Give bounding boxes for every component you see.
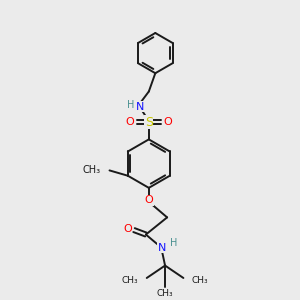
Text: O: O xyxy=(144,195,153,205)
Text: O: O xyxy=(164,117,172,127)
Text: CH₃: CH₃ xyxy=(192,275,208,284)
Text: O: O xyxy=(125,117,134,127)
Text: N: N xyxy=(136,102,145,112)
Text: H: H xyxy=(170,238,177,248)
Text: CH₃: CH₃ xyxy=(82,165,100,175)
Text: H: H xyxy=(127,100,134,110)
Text: O: O xyxy=(123,224,132,234)
Text: S: S xyxy=(145,116,153,129)
Text: CH₃: CH₃ xyxy=(157,289,173,298)
Text: CH₃: CH₃ xyxy=(122,275,139,284)
Text: N: N xyxy=(158,243,166,253)
